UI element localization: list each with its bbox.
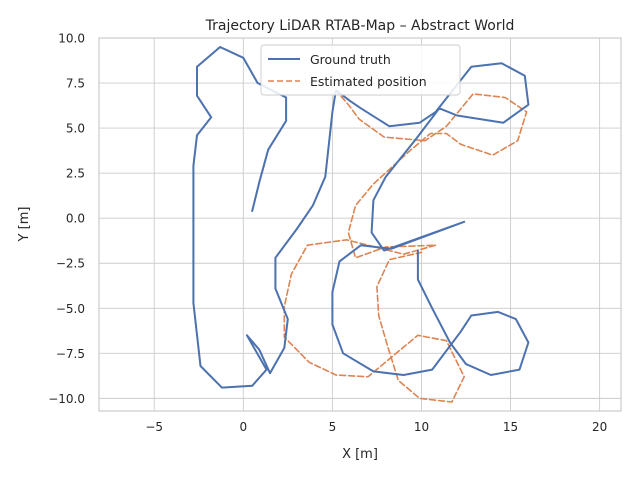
y-tick-label: 5.0 [66,122,85,136]
x-tick-label: 10 [414,420,429,434]
x-tick-label: −5 [145,420,163,434]
legend: Ground truth Estimated position [260,44,461,96]
y-tick-label: −5.0 [56,302,85,316]
x-tick-label: 20 [592,420,607,434]
y-tick-label: −10.0 [48,392,85,406]
x-tick-label: 15 [503,420,518,434]
y-tick-label: 7.5 [66,77,85,91]
series-line-ground-truth [192,46,530,389]
legend-box [260,44,461,96]
series-layer [192,46,530,403]
chart-title: Trajectory LiDAR RTAB-Map – Abstract Wor… [205,18,515,34]
x-tick-label: 5 [329,420,337,434]
y-tick-label: 2.5 [66,167,85,181]
x-tick-labels: −5 0 5 10 15 20 [145,420,607,434]
y-tick-label: −7.5 [56,347,85,361]
y-tick-label: 0.0 [66,212,85,226]
y-tick-label: −2.5 [56,257,85,271]
legend-label-estimated-position: Estimated position [310,74,427,89]
y-tick-label: 10.0 [58,32,85,46]
y-axis-label: Y [m] [17,207,32,243]
x-tick-label: 0 [239,420,247,434]
legend-label-ground-truth: Ground truth [310,52,391,67]
y-tick-labels: −10.0 −7.5 −5.0 −2.5 0.0 2.5 5.0 7.5 10.0 [48,32,85,406]
plot-frame [98,37,622,412]
x-axis-label: X [m] [342,447,378,462]
